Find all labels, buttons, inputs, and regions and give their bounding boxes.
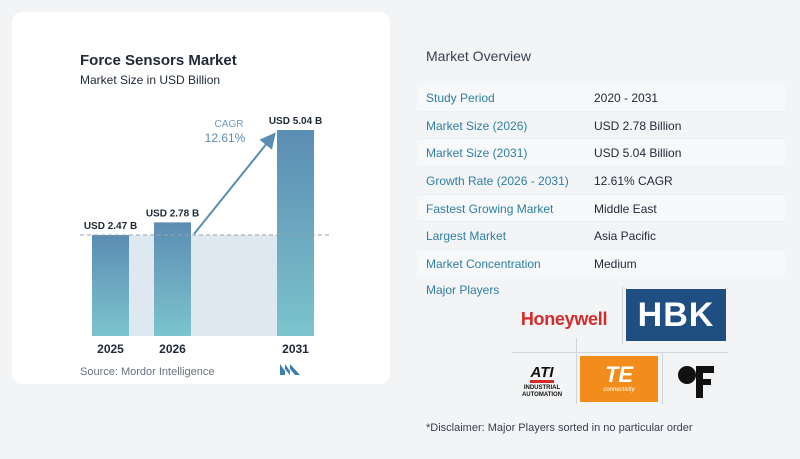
ati-logo: ATI INDUSTRIAL AUTOMATION — [514, 359, 570, 405]
overview-label: Largest Market — [426, 229, 507, 244]
te-logo-main: TE — [604, 362, 634, 387]
data-label-2031: USD 5.04 B — [269, 116, 322, 127]
forecast-band — [191, 235, 277, 336]
mordor-logo-icon — [280, 364, 300, 375]
te-logo-sub: connectivity — [603, 387, 635, 393]
bar-chart: USD 2.47 B 2025 USD 2.78 B 2026 USD 5.04 B 20… — [80, 116, 330, 356]
disclaimer: *Disclaimer: Major Players sorted in no … — [426, 422, 693, 434]
chart-title: Force Sensors Market — [80, 52, 237, 69]
te-connectivity-logo: TE connectivity — [580, 356, 658, 402]
overview-value: 2020 - 2031 — [594, 91, 659, 105]
logo-divider — [662, 352, 663, 404]
overview-row-market-size-2026: Market Size (2026) USD 2.78 Billion — [417, 112, 785, 140]
logo-divider — [622, 286, 623, 344]
overview-row-market-size-2031: Market Size (2031) USD 5.04 Billion — [417, 139, 785, 168]
bar-2025 — [92, 235, 129, 336]
data-label-2025: USD 2.47 B — [84, 221, 137, 232]
bar-2031 — [277, 130, 314, 336]
source-note: Source: Mordor Intelligence — [80, 366, 215, 378]
overview-row-concentration: Market Concentration Medium — [417, 250, 785, 277]
ati-logo-sub: INDUSTRIAL AUTOMATION — [521, 384, 563, 398]
overview-label: Market Size (2026) — [426, 118, 528, 133]
cagr-arrow — [193, 132, 276, 235]
overview-value: Middle East — [594, 201, 657, 216]
data-label-2026: USD 2.78 B — [146, 208, 199, 219]
logo-divider — [512, 352, 728, 353]
overview-title: Market Overview — [426, 48, 532, 64]
chart-subtitle: Market Size in USD Billion — [80, 73, 221, 87]
cagr-value: 12.61% — [205, 131, 246, 145]
cagr-label: CAGR — [215, 119, 244, 130]
tick-label-2025: 2025 — [97, 342, 124, 356]
overview-label: Fastest Growing Market — [426, 201, 554, 216]
overview-label: Market Size (2031) — [426, 146, 528, 161]
overview-value: USD 2.78 Billion — [594, 118, 682, 133]
logo-divider — [576, 338, 577, 404]
overview-value: Asia Pacific — [594, 229, 657, 244]
overview-row-study-period: Study Period 2020 - 2031 — [417, 84, 785, 112]
overview-value: 12.61% CAGR — [594, 174, 673, 189]
tick-label-2031: 2031 — [282, 342, 309, 356]
overview-label: Study Period — [426, 91, 495, 105]
overview-value: Medium — [594, 257, 637, 272]
major-players-title: Major Players — [426, 283, 500, 297]
tick-label-2026: 2026 — [159, 342, 186, 356]
hbk-logo: HBK — [626, 289, 726, 341]
bar-2026 — [154, 222, 191, 336]
honeywell-logo: Honeywell — [520, 308, 608, 329]
futek-f-icon — [678, 366, 714, 398]
overview-row-largest-market: Largest Market Asia Pacific — [417, 222, 785, 251]
overview-row-fastest-growing: Fastest Growing Market Middle East — [417, 194, 785, 223]
overview-label: Market Concentration — [426, 257, 541, 272]
forecast-band — [129, 235, 154, 336]
overview-label: Growth Rate (2026 - 2031) — [426, 174, 569, 189]
overview-row-growth-rate: Growth Rate (2026 - 2031) 12.61% CAGR — [417, 167, 785, 195]
overview-value: USD 5.04 Billion — [594, 146, 682, 161]
overview-table: Study Period 2020 - 2031 Market Size (20… — [417, 84, 785, 277]
ati-logo-main: ATI — [530, 363, 554, 383]
